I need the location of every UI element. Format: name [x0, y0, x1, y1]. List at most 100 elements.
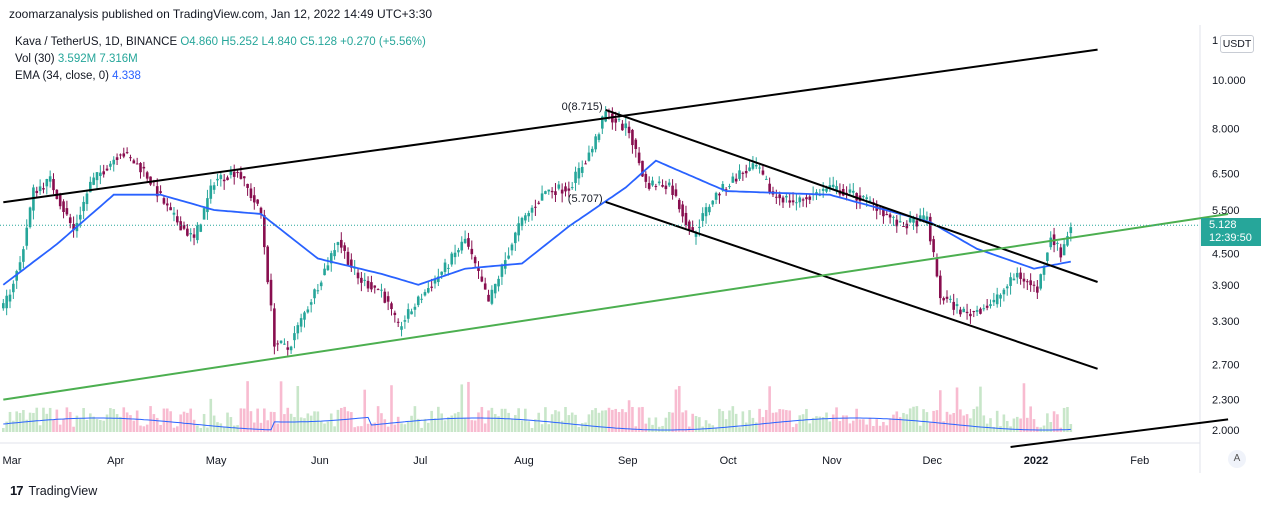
- volume-bar: [530, 427, 534, 432]
- fib-annotation: (5.707): [568, 193, 603, 205]
- volume-bar: [882, 421, 885, 432]
- candle-body: [915, 220, 919, 227]
- volume-bar: [196, 425, 199, 432]
- candle-body: [537, 202, 541, 204]
- volume-bar: [1012, 418, 1016, 432]
- candle-body: [597, 134, 601, 140]
- volume-bar: [1026, 417, 1029, 432]
- time-tick-label: Dec: [922, 455, 942, 467]
- volume-bar: [35, 407, 39, 432]
- candle-body: [112, 159, 116, 165]
- volume-bar: [872, 425, 875, 432]
- candle-body: [754, 164, 758, 167]
- volume-bar: [902, 412, 905, 432]
- candle-body: [714, 192, 718, 200]
- legend-symbol-row[interactable]: Kava / TetherUS, 1D, BINANCE O4.860 H5.2…: [15, 34, 426, 51]
- candle-body: [25, 227, 29, 246]
- volume-bar: [517, 408, 520, 432]
- candle-body: [751, 163, 755, 169]
- candle-body: [2, 303, 5, 309]
- candle-body: [507, 255, 510, 259]
- price-tick-label: 1: [1212, 35, 1218, 47]
- legend-ema-row[interactable]: EMA (34, close, 0) 4.338: [15, 68, 426, 85]
- volume-bar: [791, 427, 795, 432]
- candle-body: [831, 184, 835, 187]
- volume-bar: [949, 414, 952, 432]
- volume-bar: [728, 410, 731, 432]
- time-tick-label: Sep: [618, 455, 638, 467]
- volume-bar: [999, 426, 1002, 432]
- candle-body: [1029, 280, 1032, 286]
- candle-body: [848, 189, 852, 193]
- volume-bar: [664, 417, 668, 432]
- candle-body: [440, 271, 443, 275]
- volume-bar: [38, 425, 42, 432]
- volume-bar: [269, 411, 273, 432]
- candle-body: [801, 199, 805, 201]
- volume-bar: [768, 386, 771, 432]
- volume-bar: [413, 406, 417, 432]
- volume-bar: [246, 381, 249, 432]
- volume-bar: [112, 409, 116, 432]
- candle-body: [135, 163, 139, 165]
- volume-bar: [159, 424, 162, 432]
- price-chart[interactable]: 0(8.715) (5.707) 10.000 8.000 6.500 5.500 4.50…: [0, 25, 1280, 473]
- candle-body: [460, 241, 464, 251]
- candle-body: [557, 184, 561, 189]
- legend-ohlc: O4.860 H5.252 L4.840 C5.128 +0.270 (+5.5…: [180, 36, 426, 48]
- volume-bar: [564, 406, 567, 432]
- legend-volume-row[interactable]: Vol (30) 3.592M 7.316M: [15, 51, 426, 68]
- candle-body: [888, 214, 892, 218]
- candle-body: [406, 309, 410, 319]
- candle-body: [5, 295, 8, 309]
- candle-body: [641, 160, 644, 177]
- candle-body: [758, 167, 761, 169]
- volume-bar: [15, 411, 18, 432]
- candle-body: [172, 212, 176, 215]
- volume-bar: [674, 389, 678, 432]
- volume-bar: [62, 418, 65, 432]
- time-tick-label: Nov: [822, 455, 842, 467]
- candle-body: [179, 221, 182, 231]
- volume-bar: [232, 425, 236, 432]
- volume-bar: [109, 408, 112, 432]
- volume-bar: [189, 408, 193, 432]
- volume-bar: [667, 411, 671, 432]
- volume-bar: [249, 411, 253, 432]
- candle-body: [473, 257, 477, 264]
- candle-body: [527, 213, 530, 217]
- volume-bar: [155, 417, 159, 432]
- volume-bar: [135, 410, 139, 432]
- volume-bar: [373, 422, 377, 432]
- volume-bar: [186, 412, 189, 432]
- volume-bar: [303, 418, 306, 432]
- auto-scale-button[interactable]: A: [1228, 450, 1246, 468]
- candle-body: [601, 116, 604, 129]
- volume-bar: [386, 426, 390, 432]
- candle-body: [691, 227, 694, 232]
- candle-body: [256, 199, 259, 204]
- volume-bar: [808, 423, 812, 432]
- volume-bar: [547, 424, 551, 432]
- candle-body: [945, 296, 949, 299]
- candle-body: [246, 183, 249, 188]
- volume-bar: [78, 418, 82, 432]
- candle-body: [420, 298, 423, 300]
- volume-bar: [778, 408, 781, 432]
- volume-bar: [440, 413, 443, 432]
- candle-body: [186, 228, 189, 236]
- footer[interactable]: 17 TradingView: [10, 483, 97, 498]
- trendline-channel-top: [605, 108, 1098, 283]
- volume-bar: [5, 421, 8, 432]
- candle-body: [38, 186, 42, 192]
- candle-body: [918, 215, 922, 222]
- volume-bar: [590, 410, 594, 432]
- volume-bar: [935, 410, 939, 432]
- volume-bar: [125, 412, 129, 432]
- candle-body: [534, 206, 537, 208]
- candle-body: [821, 188, 825, 191]
- volume-bar: [614, 408, 617, 432]
- volume-bar: [507, 412, 510, 432]
- currency-selector[interactable]: USDT: [1220, 35, 1254, 53]
- candle-body: [560, 189, 564, 194]
